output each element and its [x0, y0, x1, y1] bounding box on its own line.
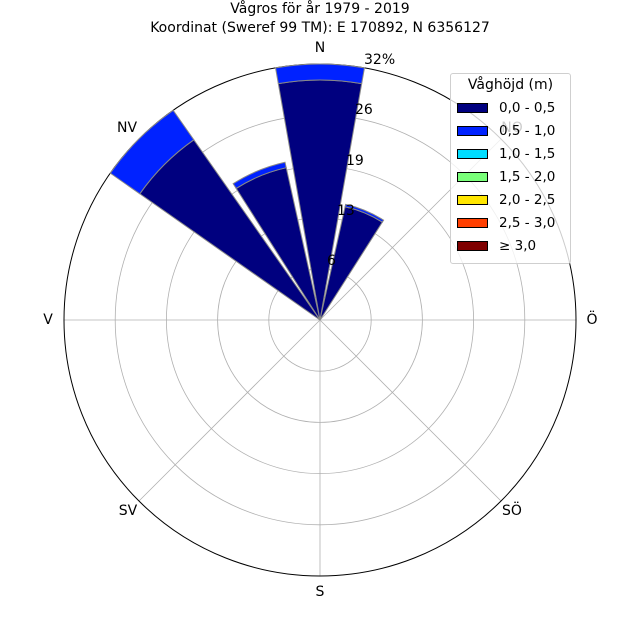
radial-tick-label-3: 19 [346, 153, 364, 169]
direction-label-v: V [43, 312, 53, 328]
direction-label-n: N [315, 40, 325, 56]
legend-label: 2,5 - 3,0 [499, 214, 556, 231]
legend-swatch [457, 125, 488, 136]
legend-title: Våghöjd (m) [467, 77, 554, 93]
legend-swatch [457, 102, 488, 113]
chart-title-line1: Vågros för år 1979 - 2019 [230, 1, 410, 17]
bar-dir0-bin1 [274, 63, 366, 85]
radial-tick-label-2: 13 [337, 203, 355, 219]
legend-label: 2,0 - 2,5 [499, 191, 556, 208]
legend-swatch [457, 148, 488, 159]
legend-item: 2,5 - 3,0 [451, 211, 570, 234]
bar-dir22.5-bin1 [344, 203, 385, 223]
direction-label-nv: NV [117, 120, 137, 136]
legend-label: 1,5 - 2,0 [499, 168, 556, 185]
radial-tick-label-4: 26 [355, 102, 373, 118]
legend-label: 0,5 - 1,0 [499, 122, 556, 139]
chart-title: Vågros för år 1979 - 2019 Koordinat (Swe… [0, 0, 640, 38]
direction-label-so: SÖ [502, 501, 522, 519]
bars [109, 63, 385, 321]
legend-swatch [457, 217, 488, 228]
bar-dir337.5-bin1 [232, 161, 287, 190]
legend: Våghöjd (m) 0,0 - 0,5 0,5 - 1,0 1,0 - 1,5 1… [450, 73, 571, 264]
legend-item: 2,0 - 2,5 [451, 188, 570, 211]
legend-swatch [457, 171, 488, 182]
legend-item: 0,0 - 0,5 [451, 96, 570, 119]
grid-spoke-225 [138, 319, 321, 502]
radial-tick-label-1: 6 [327, 253, 336, 269]
direction-label-s: S [316, 584, 325, 600]
legend-item: 0,5 - 1,0 [451, 119, 570, 142]
legend-item: 1,5 - 2,0 [451, 165, 570, 188]
legend-label: 1,0 - 1,5 [499, 145, 556, 162]
legend-item: ≥ 3,0 [451, 234, 570, 257]
direction-label-sv: SV [119, 503, 138, 519]
grid-spoke-135 [319, 319, 502, 502]
legend-label: 0,0 - 0,5 [499, 99, 556, 116]
legend-label: ≥ 3,0 [499, 237, 537, 254]
bar-dir315-bin1 [109, 109, 195, 195]
radial-max-label: 32% [364, 52, 395, 68]
chart-subtitle: Koordinat (Sweref 99 TM): E 170892, N 63… [150, 20, 490, 36]
legend-item: 1,0 - 1,5 [451, 142, 570, 165]
legend-items: 0,0 - 0,5 0,5 - 1,0 1,0 - 1,5 1,5 - 2,0 2,0 … [451, 96, 570, 257]
legend-swatch [457, 240, 488, 251]
legend-swatch [457, 194, 488, 205]
direction-label-o: Ö [586, 310, 597, 328]
